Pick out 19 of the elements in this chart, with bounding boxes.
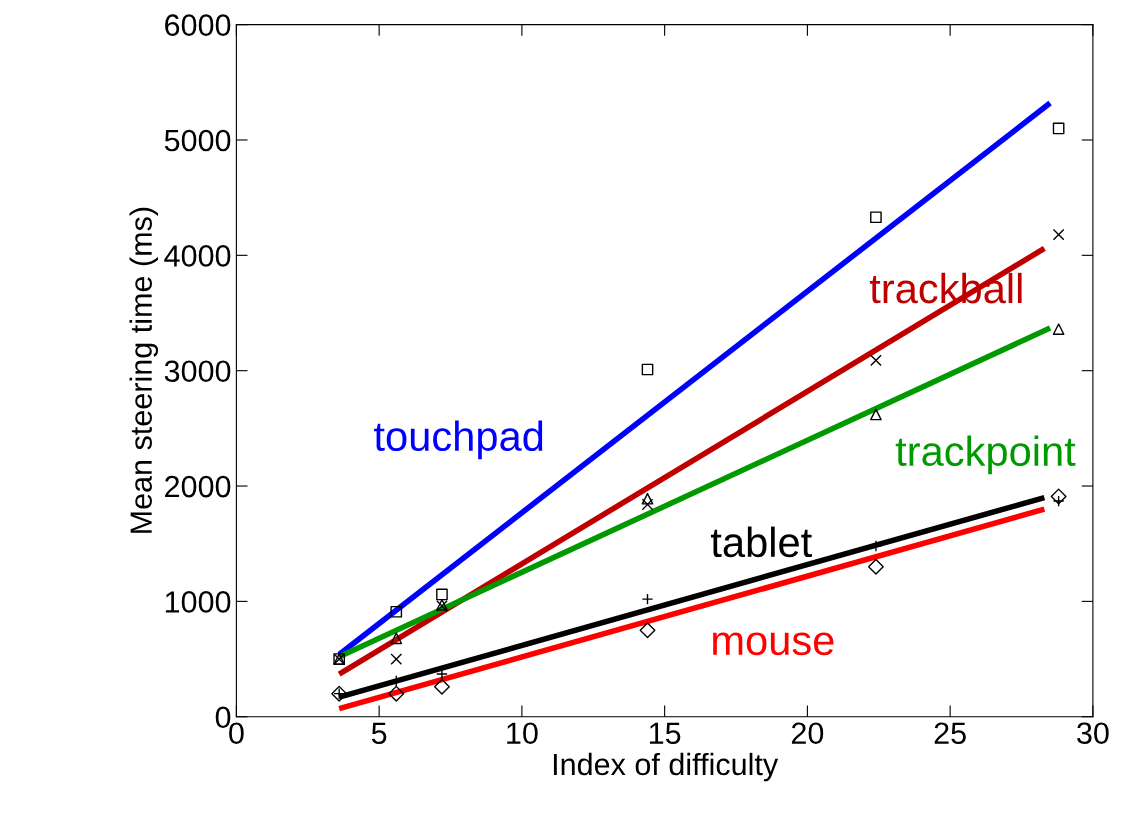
y-tick-label: 5000 (164, 129, 231, 152)
y-tick-label: 1000 (165, 591, 231, 613)
y-axis-title: Mean steering time (ms) (129, 207, 159, 533)
y-tick-label: 4000 (164, 245, 231, 267)
x-axis-title: Index of difficulty (553, 752, 779, 782)
series-label: trackpoint (895, 435, 1076, 475)
x-tick-label: 30 (1077, 722, 1109, 745)
y-tick-label: 0 (215, 706, 231, 729)
series-label: mouse (713, 632, 834, 656)
x-tick-label: 15 (649, 722, 681, 745)
x-tick-label: 20 (791, 722, 824, 745)
x-tick-label: 10 (507, 722, 538, 745)
x-tick-label: 5 (371, 722, 387, 745)
series-label: tablet (710, 526, 812, 558)
y-tick-label: 2000 (165, 475, 231, 498)
series-label: touchpad (374, 420, 543, 460)
y-tick-label: 3000 (164, 360, 231, 383)
y-tick-label: 6000 (165, 14, 231, 36)
x-tick-label: 25 (934, 722, 966, 745)
